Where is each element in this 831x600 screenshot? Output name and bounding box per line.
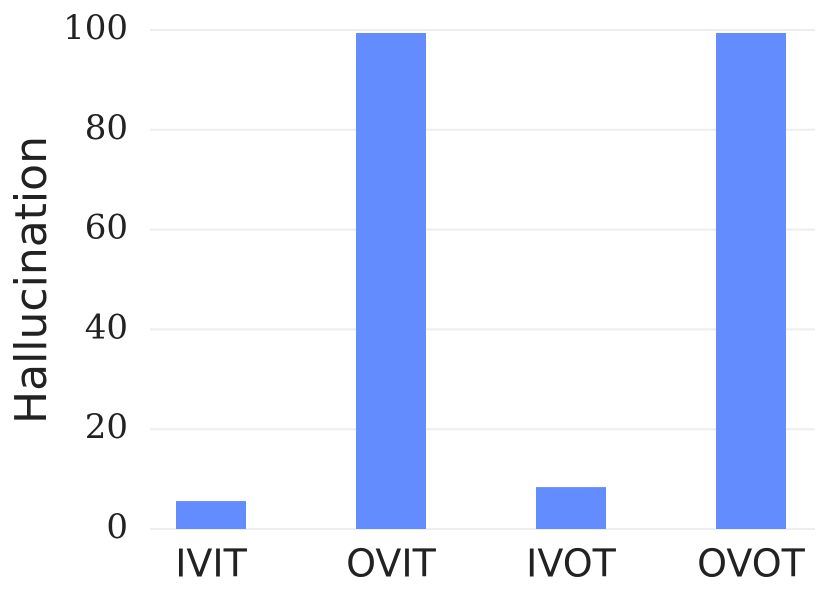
x-tick-label: OVIT (346, 542, 436, 586)
y-tick-label: 20 (85, 407, 128, 447)
x-tick-label: IVIT (175, 542, 247, 586)
y-tick-label: 0 (106, 507, 128, 547)
x-tick-label: IVOT (526, 542, 616, 586)
bar (716, 32, 786, 530)
y-tick-label: 100 (63, 8, 128, 48)
y-tick-label: 80 (85, 108, 128, 148)
bar (536, 487, 606, 529)
y-axis-label: Hallucination (6, 136, 57, 424)
y-tick-label: 40 (85, 307, 128, 347)
bar (176, 501, 246, 529)
y-tick-label: 60 (85, 208, 128, 248)
x-tick-label: OVOT (697, 542, 805, 586)
bar (356, 32, 426, 530)
